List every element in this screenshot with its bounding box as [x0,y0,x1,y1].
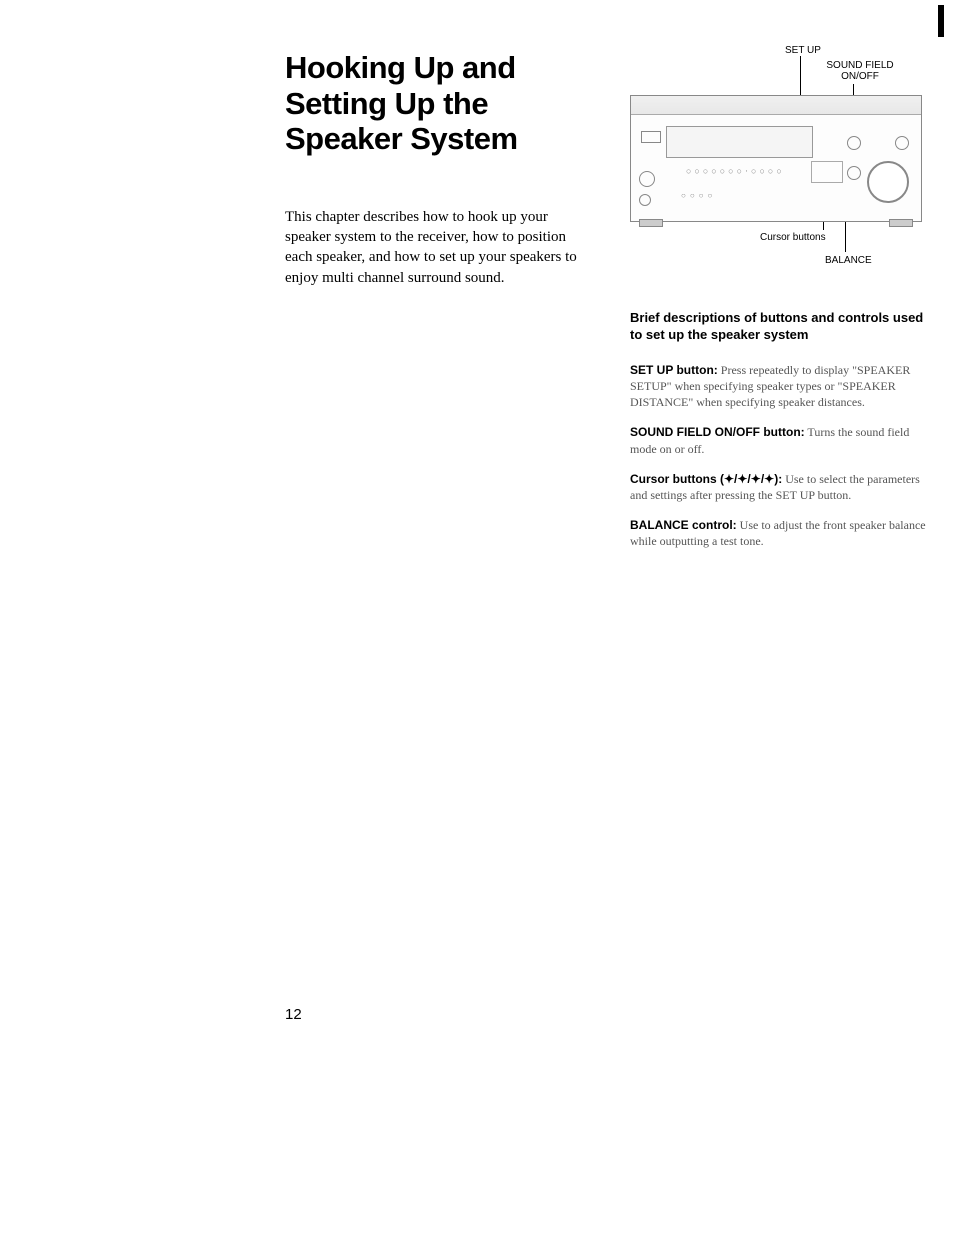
receiver-small-buttons-icon: ○○○○ [681,191,716,200]
description-label: Cursor buttons (✦/✦/✦/✦): [630,472,782,486]
receiver-foot-icon [639,219,663,227]
receiver-illustration: ○○○○○○○·○○○○ ○○○○ [630,95,922,222]
receiver-cursor-icon [811,161,843,183]
receiver-power-icon [641,131,661,143]
receiver-buttons-icon: ○○○○○○○·○○○○ [686,166,785,176]
page-title: Hooking Up and Setting Up the Speaker Sy… [285,50,585,157]
description-item: SOUND FIELD ON/OFF button: Turns the sou… [630,424,930,456]
page-edge-mark [938,5,944,37]
receiver-top-panel [631,96,921,115]
receiver-diagram: SET UP SOUND FIELD ON/OFF Cursor buttons… [630,40,930,270]
receiver-jack-icon [639,171,655,187]
left-column: Hooking Up and Setting Up the Speaker Sy… [285,50,585,288]
receiver-foot-icon [889,219,913,227]
manual-page: Hooking Up and Setting Up the Speaker Sy… [0,0,954,1233]
receiver-knob-icon [847,166,861,180]
description-item: Cursor buttons (✦/✦/✦/✦): Use to select … [630,471,930,503]
receiver-volume-knob-icon [867,161,909,203]
diagram-label-soundfield: SOUND FIELD ON/OFF [820,60,900,82]
description-label: SET UP button: [630,363,718,377]
leader-line [800,56,801,100]
receiver-knob-icon [847,136,861,150]
intro-paragraph: This chapter describes how to hook up yo… [285,207,585,288]
page-number: 12 [285,1006,302,1023]
receiver-display-icon [666,126,813,158]
receiver-knob-icon [895,136,909,150]
diagram-label-cursor: Cursor buttons [760,232,826,243]
description-label: BALANCE control: [630,518,737,532]
receiver-jack-icon [639,194,651,206]
diagram-label-balance: BALANCE [825,255,872,266]
section-heading: Brief descriptions of buttons and contro… [630,310,930,344]
right-column: SET UP SOUND FIELD ON/OFF Cursor buttons… [630,40,930,563]
diagram-label-setup: SET UP [785,45,821,56]
description-label: SOUND FIELD ON/OFF button: [630,425,805,439]
description-item: BALANCE control: Use to adjust the front… [630,517,930,549]
description-item: SET UP button: Press repeatedly to displ… [630,362,930,411]
